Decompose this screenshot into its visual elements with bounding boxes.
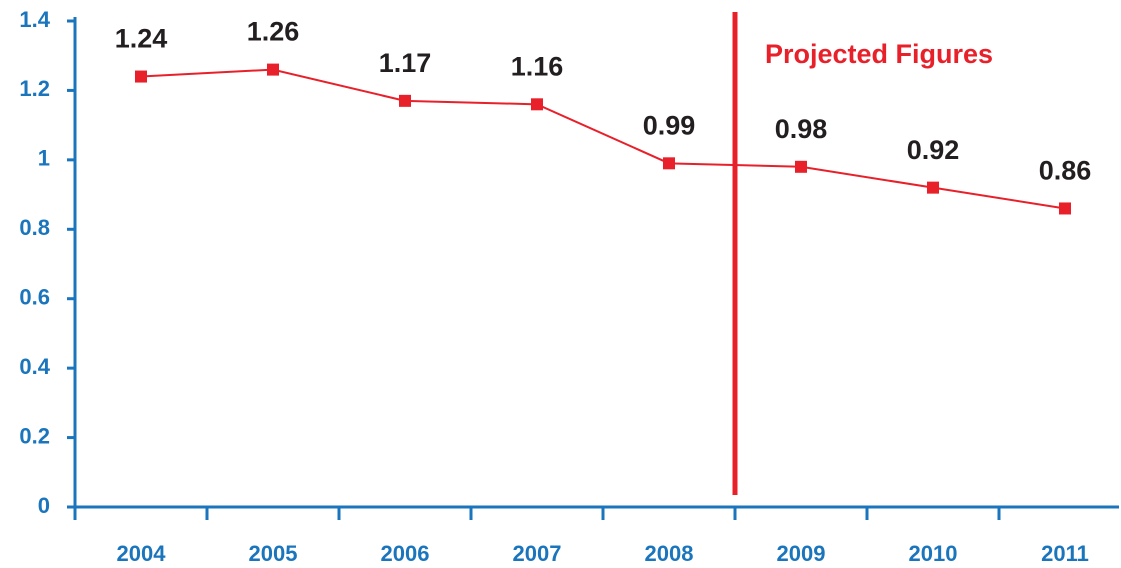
- x-tick-label: 2010: [909, 541, 958, 566]
- value-label: 0.99: [643, 110, 696, 140]
- marker: [927, 181, 939, 194]
- x-tick-label: 2005: [249, 541, 298, 566]
- x-tick-label: 2006: [381, 541, 430, 566]
- y-tick-label: 0.8: [19, 215, 50, 240]
- marker: [399, 94, 411, 107]
- y-tick-label: 0.4: [19, 354, 50, 379]
- marker: [135, 70, 147, 83]
- y-tick-label: 1: [38, 146, 50, 171]
- annotation: Projected Figures: [765, 39, 993, 69]
- x-tick-label: 2011: [1041, 541, 1089, 566]
- marker: [1059, 202, 1071, 215]
- y-tick-label: 0: [38, 493, 50, 518]
- marker: [531, 98, 543, 111]
- value-label: 0.86: [1039, 156, 1092, 186]
- line: [140, 68, 1066, 210]
- marker: [267, 63, 279, 76]
- y-tick-label: 0.6: [19, 285, 50, 310]
- x-tick-label: 2009: [777, 541, 826, 566]
- y-tick-label: 1.4: [19, 7, 50, 32]
- value-label: 0.98: [775, 114, 828, 144]
- y-tick-label: 1.2: [19, 76, 50, 101]
- value-label: 1.17: [379, 48, 432, 78]
- value-label: 0.92: [907, 135, 960, 165]
- marker: [663, 157, 675, 170]
- y-tick-label: 0.2: [19, 423, 50, 448]
- x-tick-label: 2008: [645, 541, 694, 566]
- value-label: 1.16: [511, 51, 564, 81]
- value-label: 1.24: [115, 24, 168, 54]
- value-label: 1.26: [247, 17, 300, 47]
- marker: [795, 160, 807, 173]
- x-tick-label: 2004: [117, 541, 167, 566]
- x-tick-label: 2007: [513, 541, 562, 566]
